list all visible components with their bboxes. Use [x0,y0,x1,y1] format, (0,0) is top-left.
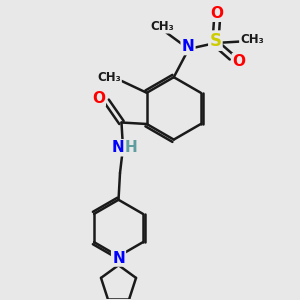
Text: CH₃: CH₃ [240,33,264,46]
Text: H: H [125,140,138,155]
Text: N: N [182,39,194,54]
Text: O: O [233,54,246,69]
Text: O: O [92,91,105,106]
Text: CH₃: CH₃ [97,71,121,84]
Text: S: S [209,32,221,50]
Text: O: O [210,6,224,21]
Text: CH₃: CH₃ [150,20,174,33]
Text: N: N [112,250,125,266]
Text: N: N [111,140,124,155]
